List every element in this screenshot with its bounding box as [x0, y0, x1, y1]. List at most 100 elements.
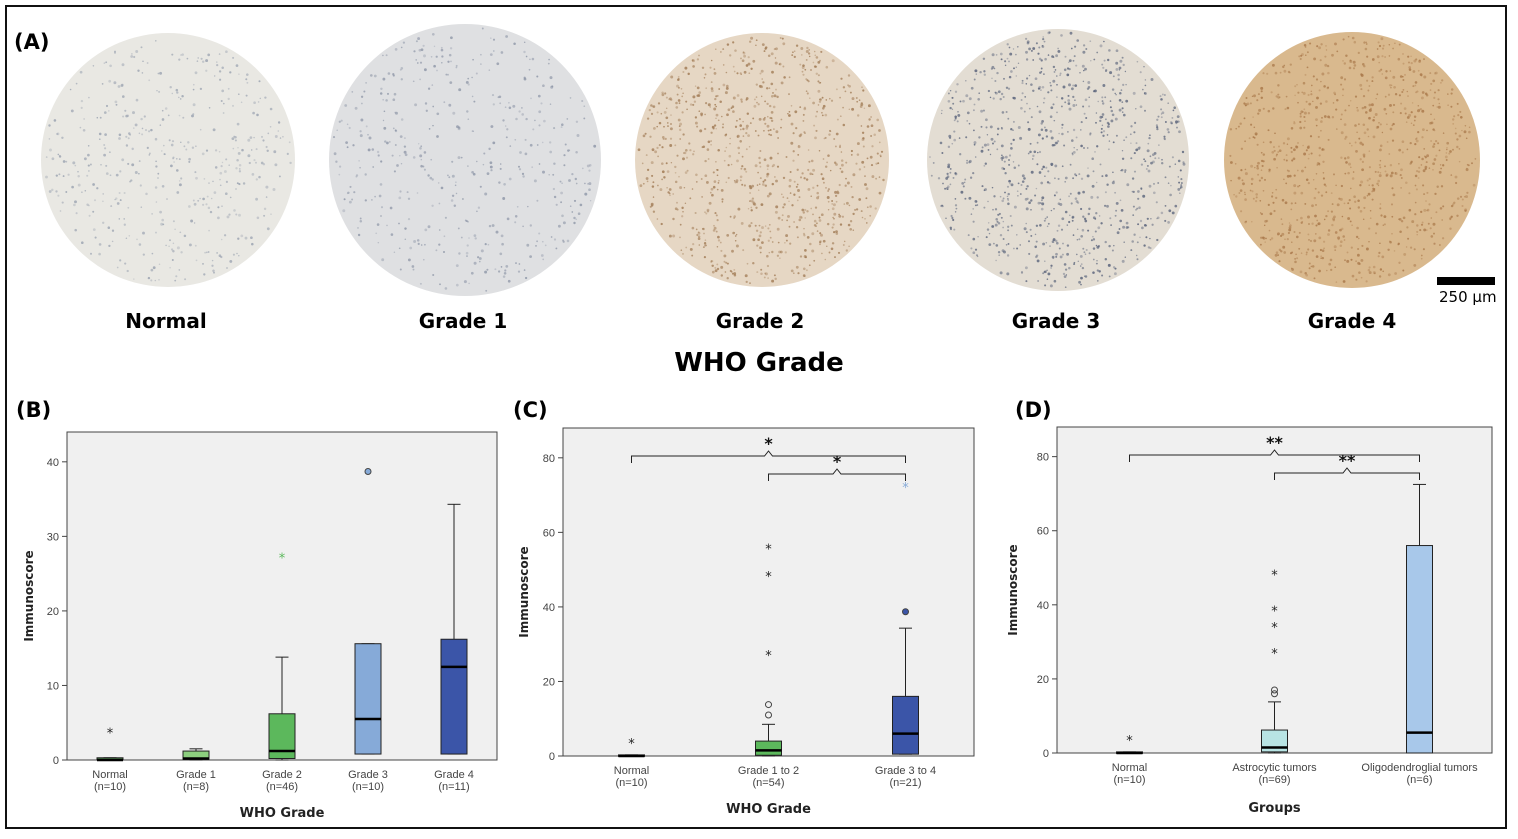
extreme-point: * — [1271, 621, 1278, 636]
x-tick-label: Grade 1 to 2 — [738, 765, 799, 777]
x-axis-label: WHO Grade — [726, 802, 811, 817]
y-tick-label: 40 — [1037, 600, 1049, 612]
box-iqr — [755, 740, 782, 756]
box-grade-4 — [440, 503, 468, 755]
x-tick-count: (n=10) — [94, 781, 126, 793]
y-tick-label: 80 — [543, 453, 555, 465]
tissue-core-texture-grade-2 — [637, 36, 885, 284]
bracket-line — [1129, 449, 1420, 462]
significance-bracket: ** — [1129, 433, 1420, 462]
box-astrocytic-tumors: **** — [1261, 568, 1288, 754]
tissue-core-texture-grade-1 — [332, 27, 597, 292]
outlier-point — [765, 701, 772, 709]
box-grade-3-to-4: * — [892, 481, 919, 755]
y-tick-label: 20 — [47, 606, 59, 618]
box-grade-1 — [182, 748, 210, 761]
box-grade-2: * — [268, 551, 296, 761]
extreme-point: * — [628, 737, 635, 752]
significance-label: ** — [1339, 451, 1356, 470]
y-tick-label: 30 — [47, 531, 59, 543]
tissue-core-grade-4 — [1224, 32, 1480, 288]
x-tick-count: (n=10) — [352, 781, 384, 793]
extreme-point: * — [765, 542, 772, 557]
x-tick-label: Grade 3 — [348, 769, 388, 781]
box-iqr — [354, 643, 382, 755]
tissue-core-texture-grade-4 — [1229, 35, 1477, 283]
x-tick-label: Astrocytic tumors — [1232, 762, 1317, 774]
x-tick-count: (n=8) — [183, 781, 209, 793]
y-tick-label: 0 — [1043, 748, 1049, 760]
box-grade-1-to-2: * * * — [755, 542, 782, 757]
significance-label: * — [764, 434, 773, 453]
significance-bracket: ** — [1274, 451, 1420, 480]
bracket-line — [631, 450, 906, 463]
x-tick-count: (n=10) — [615, 777, 647, 789]
tissue-core-images — [41, 24, 1480, 296]
y-tick-label: 10 — [47, 680, 59, 692]
panel-label-a: (A) — [14, 30, 50, 54]
outlier-point — [364, 468, 372, 476]
tissue-core-texture-normal — [45, 40, 292, 282]
x-tick-label: Normal — [614, 765, 649, 777]
significance-bracket: * — [631, 434, 906, 463]
core-label-grade-3: Grade 3 — [1011, 309, 1101, 333]
core-label-grade-2: Grade 2 — [715, 309, 805, 333]
extreme-point: * — [107, 727, 114, 742]
x-tick-count: (n=10) — [1113, 774, 1145, 786]
extreme-point: * — [1271, 568, 1278, 583]
extreme-point: * — [1271, 605, 1278, 620]
panel-label-d: (D) — [1015, 398, 1052, 422]
significance-bracket: * — [768, 452, 906, 481]
extreme-point: * — [902, 481, 909, 496]
extreme-point: * — [1126, 734, 1133, 749]
outlier-point — [765, 711, 772, 719]
significance-label: * — [833, 452, 842, 471]
y-tick-label: 0 — [549, 751, 555, 763]
x-axis-label: Groups — [1248, 801, 1301, 816]
box-normal: * — [618, 737, 645, 758]
x-tick-count: (n=21) — [889, 777, 921, 789]
x-tick-count: (n=46) — [266, 781, 298, 793]
who-grade-title: WHO Grade — [674, 348, 844, 378]
x-tick-count: (n=54) — [752, 777, 784, 789]
extreme-point: * — [1271, 647, 1278, 662]
extreme-point: * — [279, 551, 286, 566]
x-tick-count: (n=11) — [438, 781, 469, 793]
tissue-core-grade-1 — [329, 24, 601, 296]
panel-label-b: (B) — [16, 398, 52, 422]
x-tick-label: Grade 3 to 4 — [875, 765, 936, 777]
bracket-line — [1274, 467, 1420, 480]
panel-label-c: (C) — [513, 398, 548, 422]
x-tick-count: (n=6) — [1407, 774, 1433, 786]
box-iqr — [440, 638, 468, 755]
box-oligodendroglial-tumors — [1406, 483, 1433, 754]
x-tick-label: Normal — [92, 769, 127, 781]
bracket-line — [768, 468, 906, 481]
y-tick-label: 20 — [1037, 674, 1049, 686]
x-tick-label: Normal — [1112, 762, 1147, 774]
tissue-core-texture-grade-3 — [929, 31, 1186, 289]
scale-bar — [1437, 277, 1495, 285]
y-axis-label: Immunoscore — [517, 546, 531, 637]
y-tick-label: 20 — [543, 676, 555, 688]
y-tick-label: 80 — [1037, 452, 1049, 464]
core-label-grade-4: Grade 4 — [1307, 309, 1397, 333]
significance-label: ** — [1266, 433, 1283, 452]
core-label-normal: Normal — [125, 309, 207, 333]
x-tick-count: (n=69) — [1258, 774, 1290, 786]
tissue-core-normal — [41, 33, 295, 287]
outlier-point — [1271, 690, 1278, 698]
figure-frame — [5, 5, 1507, 829]
y-axis-label: Immunoscore — [22, 550, 36, 641]
y-tick-label: 60 — [1037, 526, 1049, 538]
box-grade-3 — [354, 468, 382, 755]
x-tick-label: Oligodendroglial tumors — [1361, 762, 1478, 774]
core-label-grade-1: Grade 1 — [418, 309, 508, 333]
x-tick-label: Grade 1 — [176, 769, 216, 781]
box-normal: * — [96, 727, 124, 762]
y-tick-label: 40 — [543, 602, 555, 614]
y-tick-label: 40 — [47, 457, 59, 469]
